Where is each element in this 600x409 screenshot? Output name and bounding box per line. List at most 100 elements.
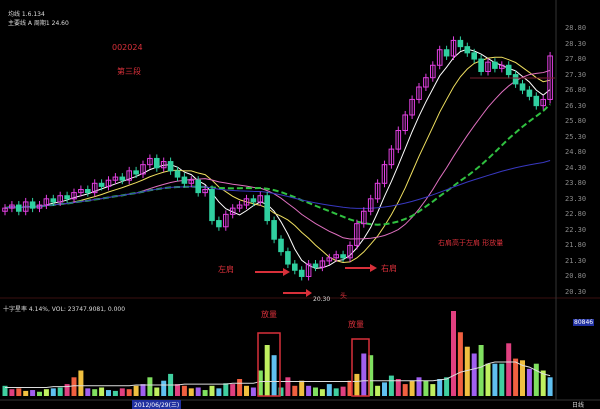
- candle-body: [519, 83, 526, 91]
- volume-bar: [299, 380, 305, 396]
- volume-bar: [119, 388, 125, 396]
- volume-bar: [257, 370, 263, 396]
- volume-bar: [250, 387, 256, 396]
- candle-body: [154, 157, 160, 169]
- volume-bar: [444, 377, 450, 396]
- volume-bar: [457, 332, 463, 396]
- volume-bar: [154, 387, 160, 396]
- left-shoulder-label: 左肩: [218, 265, 234, 274]
- volume-bar: [64, 384, 70, 396]
- candle-body: [361, 210, 367, 225]
- volume-bar: [478, 345, 484, 396]
- candle-body: [423, 77, 429, 88]
- candle-body: [140, 164, 146, 175]
- candle-body: [98, 182, 105, 187]
- candle-body: [354, 223, 360, 246]
- right-shoulder-label: 右肩: [381, 264, 397, 273]
- candle-body: [43, 198, 50, 206]
- candle-body: [119, 176, 126, 181]
- candle-body: [443, 49, 450, 57]
- candle-body: [388, 148, 395, 166]
- candle-body: [333, 254, 339, 259]
- candle-body: [298, 269, 305, 277]
- volume-bar: [319, 389, 325, 396]
- volume-bar: [271, 355, 277, 396]
- y-tick-label: 28.80: [565, 24, 587, 32]
- candle-body: [160, 161, 167, 169]
- volume-bar: [313, 387, 318, 396]
- candle-body: [78, 189, 84, 194]
- y-tick-label: 26.30: [565, 101, 587, 110]
- candle-body: [36, 204, 43, 209]
- head-arrow: [283, 289, 312, 297]
- candle-body: [133, 170, 139, 175]
- volume-bar: [37, 391, 42, 396]
- candle-body: [395, 129, 402, 150]
- volume-bar: [85, 388, 91, 396]
- candle-body: [409, 98, 415, 116]
- candle-body: [492, 61, 498, 69]
- volume-bar: [237, 379, 243, 396]
- volume-bar: [382, 382, 387, 396]
- candle-body: [478, 58, 484, 72]
- volume-bar: [306, 385, 312, 396]
- candle-body: [85, 189, 91, 194]
- volume-bar: [506, 343, 512, 396]
- candle-body: [271, 220, 277, 240]
- y-tick-label: 25.30: [565, 132, 587, 141]
- volume-bar: [340, 386, 346, 396]
- volume-bar: [99, 387, 105, 396]
- volume-bar: [409, 380, 415, 396]
- period-label[interactable]: 日线: [572, 402, 585, 409]
- ma60-line: [4, 160, 551, 209]
- candle-body: [147, 157, 153, 166]
- candle-body: [471, 52, 477, 60]
- candle-body: [174, 170, 181, 178]
- volume-bar: [202, 390, 208, 396]
- volume-bar: [71, 377, 77, 396]
- candle-body: [326, 257, 333, 262]
- left-shoulder-arrow: [255, 268, 290, 276]
- candle-body: [416, 86, 422, 100]
- volume-bar: [285, 377, 291, 396]
- volume-box-1-label: 放量: [261, 310, 277, 319]
- volume-bar: [361, 353, 367, 396]
- y-tick-label: 28.30: [565, 39, 587, 48]
- volume-bar: [92, 389, 98, 396]
- candle-body: [236, 204, 243, 209]
- volume-bar: [375, 385, 381, 396]
- volume-bar: [326, 384, 332, 396]
- candle-body: [181, 176, 188, 184]
- volume-bar: [112, 390, 118, 396]
- volume-bar: [16, 388, 22, 396]
- volume-bar: [216, 388, 222, 396]
- candle-body: [57, 195, 64, 203]
- candle-body: [485, 61, 491, 72]
- volume-bar: [547, 377, 553, 396]
- candle-body: [105, 179, 112, 187]
- y-tick-label: 20.80: [565, 272, 587, 281]
- volume-bar: [230, 384, 236, 396]
- head-label: 头: [340, 292, 347, 300]
- volume-bar: [333, 388, 339, 396]
- volume-bar: [485, 363, 491, 396]
- candle-body: [202, 189, 208, 194]
- volume-bar: [423, 380, 429, 396]
- volume-highlight-box-1: [257, 332, 281, 397]
- y-tick-label: 21.80: [565, 241, 587, 250]
- candle-body: [430, 64, 436, 79]
- volume-ma-line: [5, 361, 551, 388]
- candle-body: [367, 198, 374, 212]
- candle-body: [195, 179, 201, 194]
- candle-body: [16, 204, 22, 212]
- volume-bar: [513, 358, 519, 396]
- volume-bar: [292, 385, 298, 396]
- legend-line-1: 均线 1.6.134: [8, 11, 45, 18]
- volume-bar: [78, 370, 84, 396]
- volume-bar: [278, 387, 284, 396]
- candle-body: [50, 198, 57, 203]
- candle-body: [250, 198, 257, 203]
- candle-body: [285, 251, 291, 265]
- y-tick-label: 26.80: [565, 86, 587, 95]
